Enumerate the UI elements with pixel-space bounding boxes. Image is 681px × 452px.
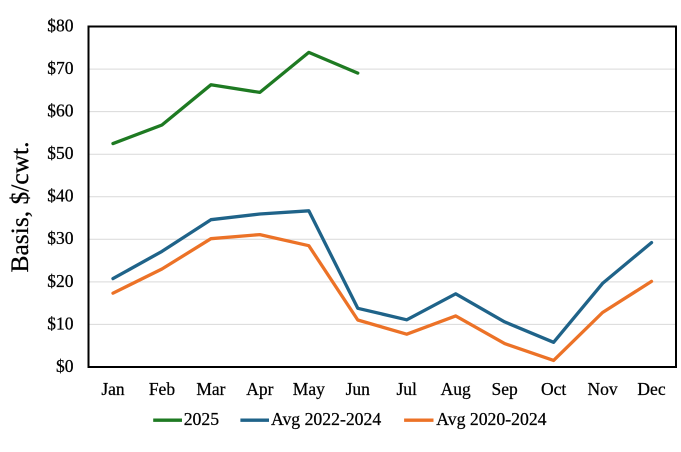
svg-text:$60: $60 [47, 101, 74, 121]
svg-text:Oct: Oct [541, 379, 566, 399]
svg-text:$80: $80 [47, 15, 74, 35]
svg-text:$40: $40 [47, 186, 74, 206]
svg-text:$70: $70 [47, 58, 74, 78]
svg-text:Dec: Dec [637, 379, 665, 399]
svg-text:Avg 2022-2024: Avg 2022-2024 [271, 409, 381, 429]
svg-text:Apr: Apr [246, 379, 273, 399]
svg-text:Sep: Sep [492, 379, 519, 399]
svg-text:$0: $0 [56, 356, 74, 376]
svg-text:Jan: Jan [101, 379, 125, 399]
svg-text:2025: 2025 [184, 409, 220, 429]
svg-text:$10: $10 [47, 313, 74, 333]
svg-text:Nov: Nov [587, 379, 617, 399]
svg-text:Mar: Mar [196, 379, 225, 399]
svg-text:Jun: Jun [346, 379, 371, 399]
svg-text:Basis, $/cwt.: Basis, $/cwt. [5, 141, 34, 272]
svg-text:$50: $50 [47, 143, 74, 163]
svg-text:$30: $30 [47, 228, 74, 248]
svg-text:$20: $20 [47, 271, 74, 291]
svg-text:Jul: Jul [397, 379, 418, 399]
svg-text:Aug: Aug [441, 379, 471, 399]
svg-text:Avg 2020-2024: Avg 2020-2024 [436, 409, 546, 429]
svg-text:May: May [293, 379, 325, 399]
svg-text:Feb: Feb [149, 379, 176, 399]
